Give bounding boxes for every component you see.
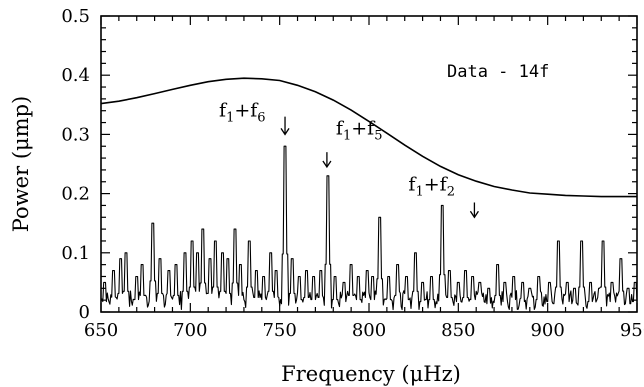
y-tick-labels: 0 0.1 0.2 0.3 0.4 0.5 [61, 6, 90, 323]
y-tick-label: 0.4 [61, 65, 90, 86]
x-tick-label: 850 [441, 320, 475, 341]
x-tick-label: 800 [352, 320, 386, 341]
arrow-head [469, 210, 479, 219]
arrow-head [280, 128, 290, 136]
combination-frequency-label: f1+f5 [336, 117, 383, 143]
x-axis-label: Frequency (μHz) [281, 362, 461, 386]
combination-frequency-label: f1+f2 [408, 174, 455, 200]
x-tick-label: 750 [262, 320, 296, 341]
y-axis-label: Power (μmp) [9, 96, 33, 232]
significance-threshold-line [100, 77, 637, 198]
annotations: f1+f6 f1+f5 f1+f2 [219, 100, 479, 219]
legend-label: Data - 14f [447, 62, 549, 82]
series-group [100, 77, 638, 311]
y-tick-label: 0.3 [61, 124, 90, 145]
x-tick-label: 650 [84, 320, 118, 341]
combination-frequency-label: f1+f6 [219, 100, 266, 126]
periodogram-line [100, 145, 638, 311]
y-tick-label: 0 [79, 302, 90, 323]
y-tick-label: 0.5 [61, 6, 90, 27]
axis-ticks [100, 15, 638, 313]
y-tick-label: 0.2 [61, 184, 90, 205]
y-tick-label: 0.1 [61, 243, 90, 264]
x-tick-labels: 650 700 750 800 850 900 950 [84, 320, 644, 341]
arrow-head [322, 160, 332, 169]
x-tick-label: 950 [620, 320, 644, 341]
x-tick-label: 900 [530, 320, 564, 341]
x-tick-label: 700 [173, 320, 207, 341]
